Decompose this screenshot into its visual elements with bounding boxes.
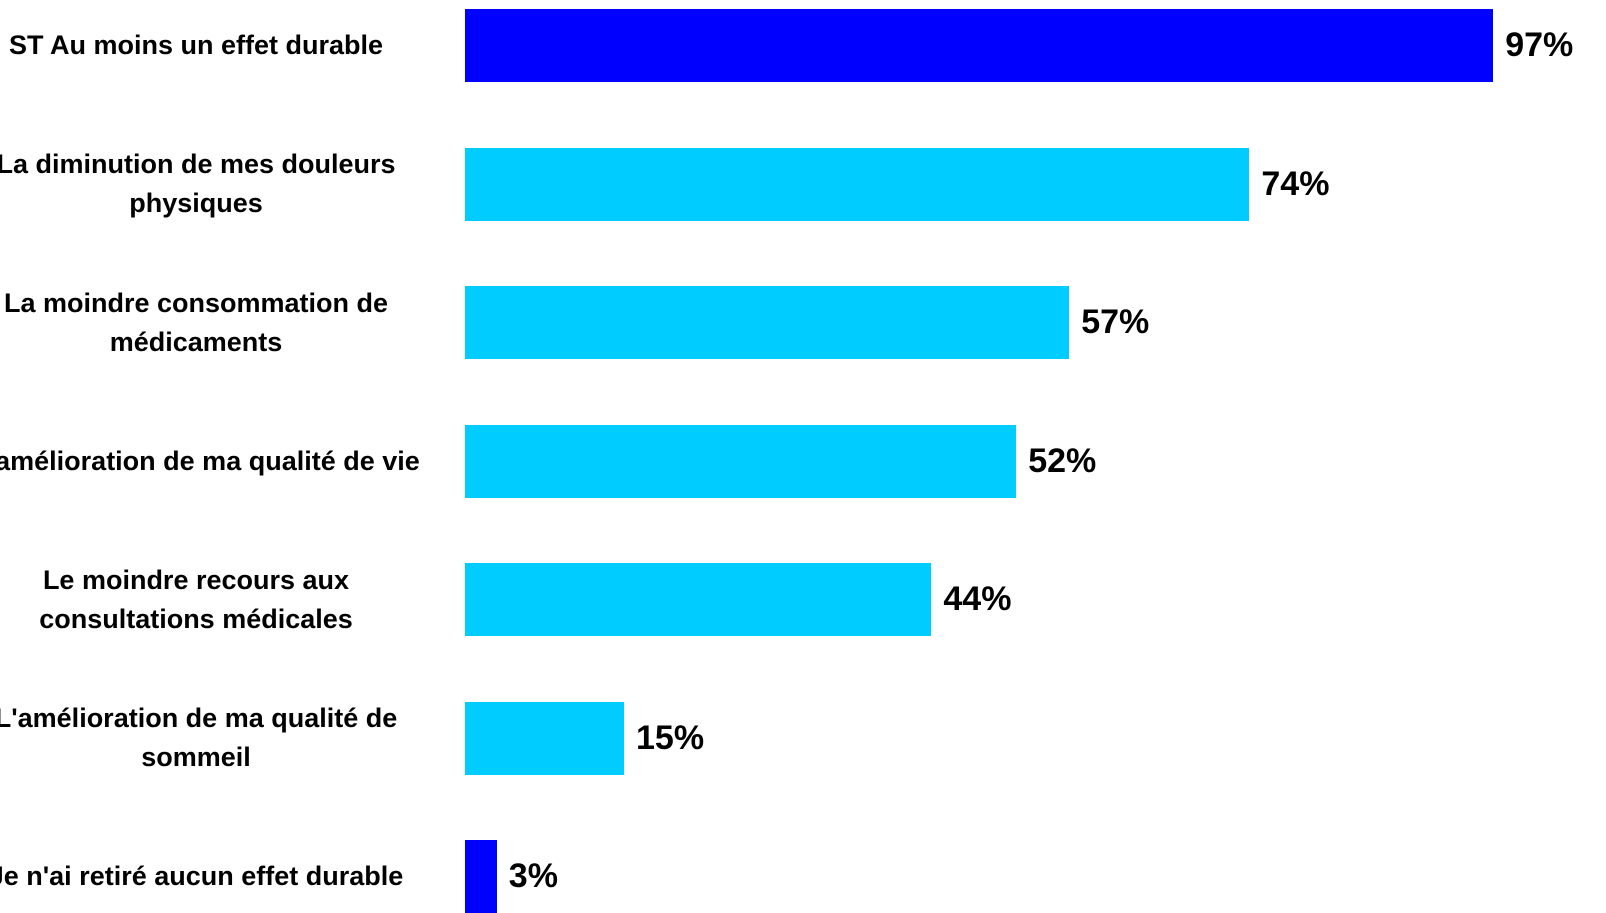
bar (465, 9, 1494, 82)
category-label: ST Au moins un effet durable (8, 30, 384, 60)
category-label: Le moindre recours aux consultations méd… (39, 564, 353, 634)
value-label: 74% (1261, 164, 1330, 203)
category-label: La moindre consommation de médicaments (3, 287, 389, 357)
category-label: L'amélioration de ma qualité de sommeil (0, 703, 398, 772)
bar (465, 840, 497, 913)
value-label: 97% (1505, 26, 1574, 64)
bar (465, 147, 1250, 221)
category-label: L'amélioration de ma qualité de vie (0, 445, 420, 476)
value-label: 3% (508, 857, 558, 895)
value-label: 15% (636, 718, 705, 757)
category-label: La diminution de mes douleurs physiques (0, 149, 396, 218)
bar (465, 701, 624, 775)
value-label: 52% (1028, 441, 1097, 480)
category-label: Je n'ai retiré aucun effet durable (0, 861, 404, 891)
value-label: 44% (943, 580, 1012, 618)
value-label: 57% (1081, 303, 1150, 341)
bar (465, 286, 1070, 359)
bar (465, 424, 1017, 498)
bar (465, 563, 932, 636)
